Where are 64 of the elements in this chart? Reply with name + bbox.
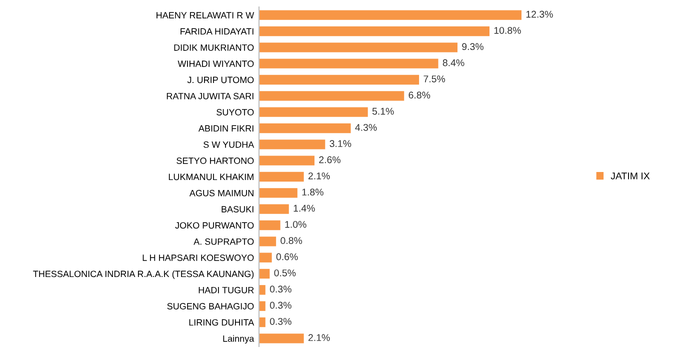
bar [259, 188, 298, 198]
data-label: 2.1% [308, 172, 330, 180]
bar [259, 42, 458, 52]
bar [259, 301, 266, 311]
y-tick-label: WIHADI WIYANTO [178, 60, 254, 67]
bar [259, 252, 272, 262]
bar [259, 334, 304, 344]
data-label: 0.3% [270, 286, 292, 293]
bar [259, 58, 438, 68]
data-label: 9.3% [462, 43, 484, 50]
y-tick-label: L H HAPSARI KOESWOYO [142, 254, 254, 261]
y-tick-label: AGUS MAIMUN [189, 190, 254, 196]
bar [259, 204, 289, 214]
y-tick-label: J. URIP UTOMO [187, 76, 254, 84]
bar [259, 26, 490, 36]
data-label: 10.8% [494, 26, 521, 34]
y-tick-label: SETYO HARTONO [176, 158, 254, 164]
data-label: 4.3% [355, 124, 377, 131]
data-label: 1.0% [285, 220, 306, 228]
bar [259, 317, 266, 328]
bar [259, 123, 351, 134]
data-label: 2.6% [319, 156, 340, 164]
y-tick-label: DIDIK MUKRIANTO [174, 44, 254, 51]
bar [259, 156, 314, 166]
bar [259, 172, 304, 182]
y-tick-label: RATNA JUWITA SARI [166, 92, 254, 100]
y-tick-label: FARIDA HIDAYATI [180, 28, 254, 35]
y-tick-label: BASUKI [222, 206, 254, 212]
y-tick-label: SUYOTO [216, 109, 254, 116]
data-label: 8.4% [442, 59, 464, 66]
data-label: 0.8% [280, 237, 302, 244]
y-tick-label: HADI TUGUR [198, 286, 254, 294]
data-label: 12.3% [526, 10, 553, 18]
legend-label: JATIM IX [610, 172, 650, 180]
bar [259, 140, 326, 150]
data-label: 1.8% [302, 188, 324, 196]
y-tick-label: SUGENG BAHAGIJO [167, 303, 254, 310]
data-label: 0.3% [270, 318, 292, 325]
bar [259, 74, 420, 85]
bar [259, 91, 404, 101]
y-tick-label: LUKMANUL KHAKIM [168, 174, 254, 180]
y-tick-label: ABIDIN FIKRI [198, 125, 254, 132]
bar [259, 285, 266, 295]
data-label: 7.5% [424, 76, 446, 82]
y-tick-label: Lainnya [223, 335, 254, 344]
data-label: 0.5% [274, 269, 296, 276]
data-label: 1.4% [294, 204, 315, 212]
y-tick-label: LIRING DUHITA [189, 319, 254, 326]
data-label: 0.6% [276, 253, 298, 260]
data-label: 2.1% [308, 334, 330, 341]
y-tick-label: THESSALONICA INDRIA R.A.A.K (TESSA KAUNANG) [33, 270, 254, 279]
bar [259, 220, 280, 230]
y-tick-label: JOKO PURWANTO [175, 222, 254, 229]
bar [259, 107, 368, 117]
y-tick-label: S W YUDHA [204, 141, 254, 148]
y-tick-label: A. SUPRAPTO [194, 238, 254, 245]
bar [259, 10, 522, 20]
bar [259, 268, 270, 279]
data-label: 5.1% [372, 108, 394, 115]
data-label: 0.3% [270, 302, 292, 309]
data-label: 6.8% [408, 92, 430, 99]
data-label: 3.1% [330, 140, 352, 148]
y-tick-label: HAENY RELAWATI R W [156, 12, 254, 18]
bar [259, 236, 276, 246]
